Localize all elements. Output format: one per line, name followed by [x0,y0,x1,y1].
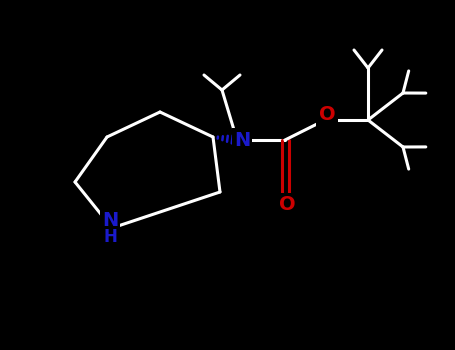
Text: N: N [102,210,118,230]
Text: H: H [103,228,117,246]
Text: N: N [234,131,250,149]
Text: O: O [278,196,295,215]
Text: O: O [318,105,335,125]
